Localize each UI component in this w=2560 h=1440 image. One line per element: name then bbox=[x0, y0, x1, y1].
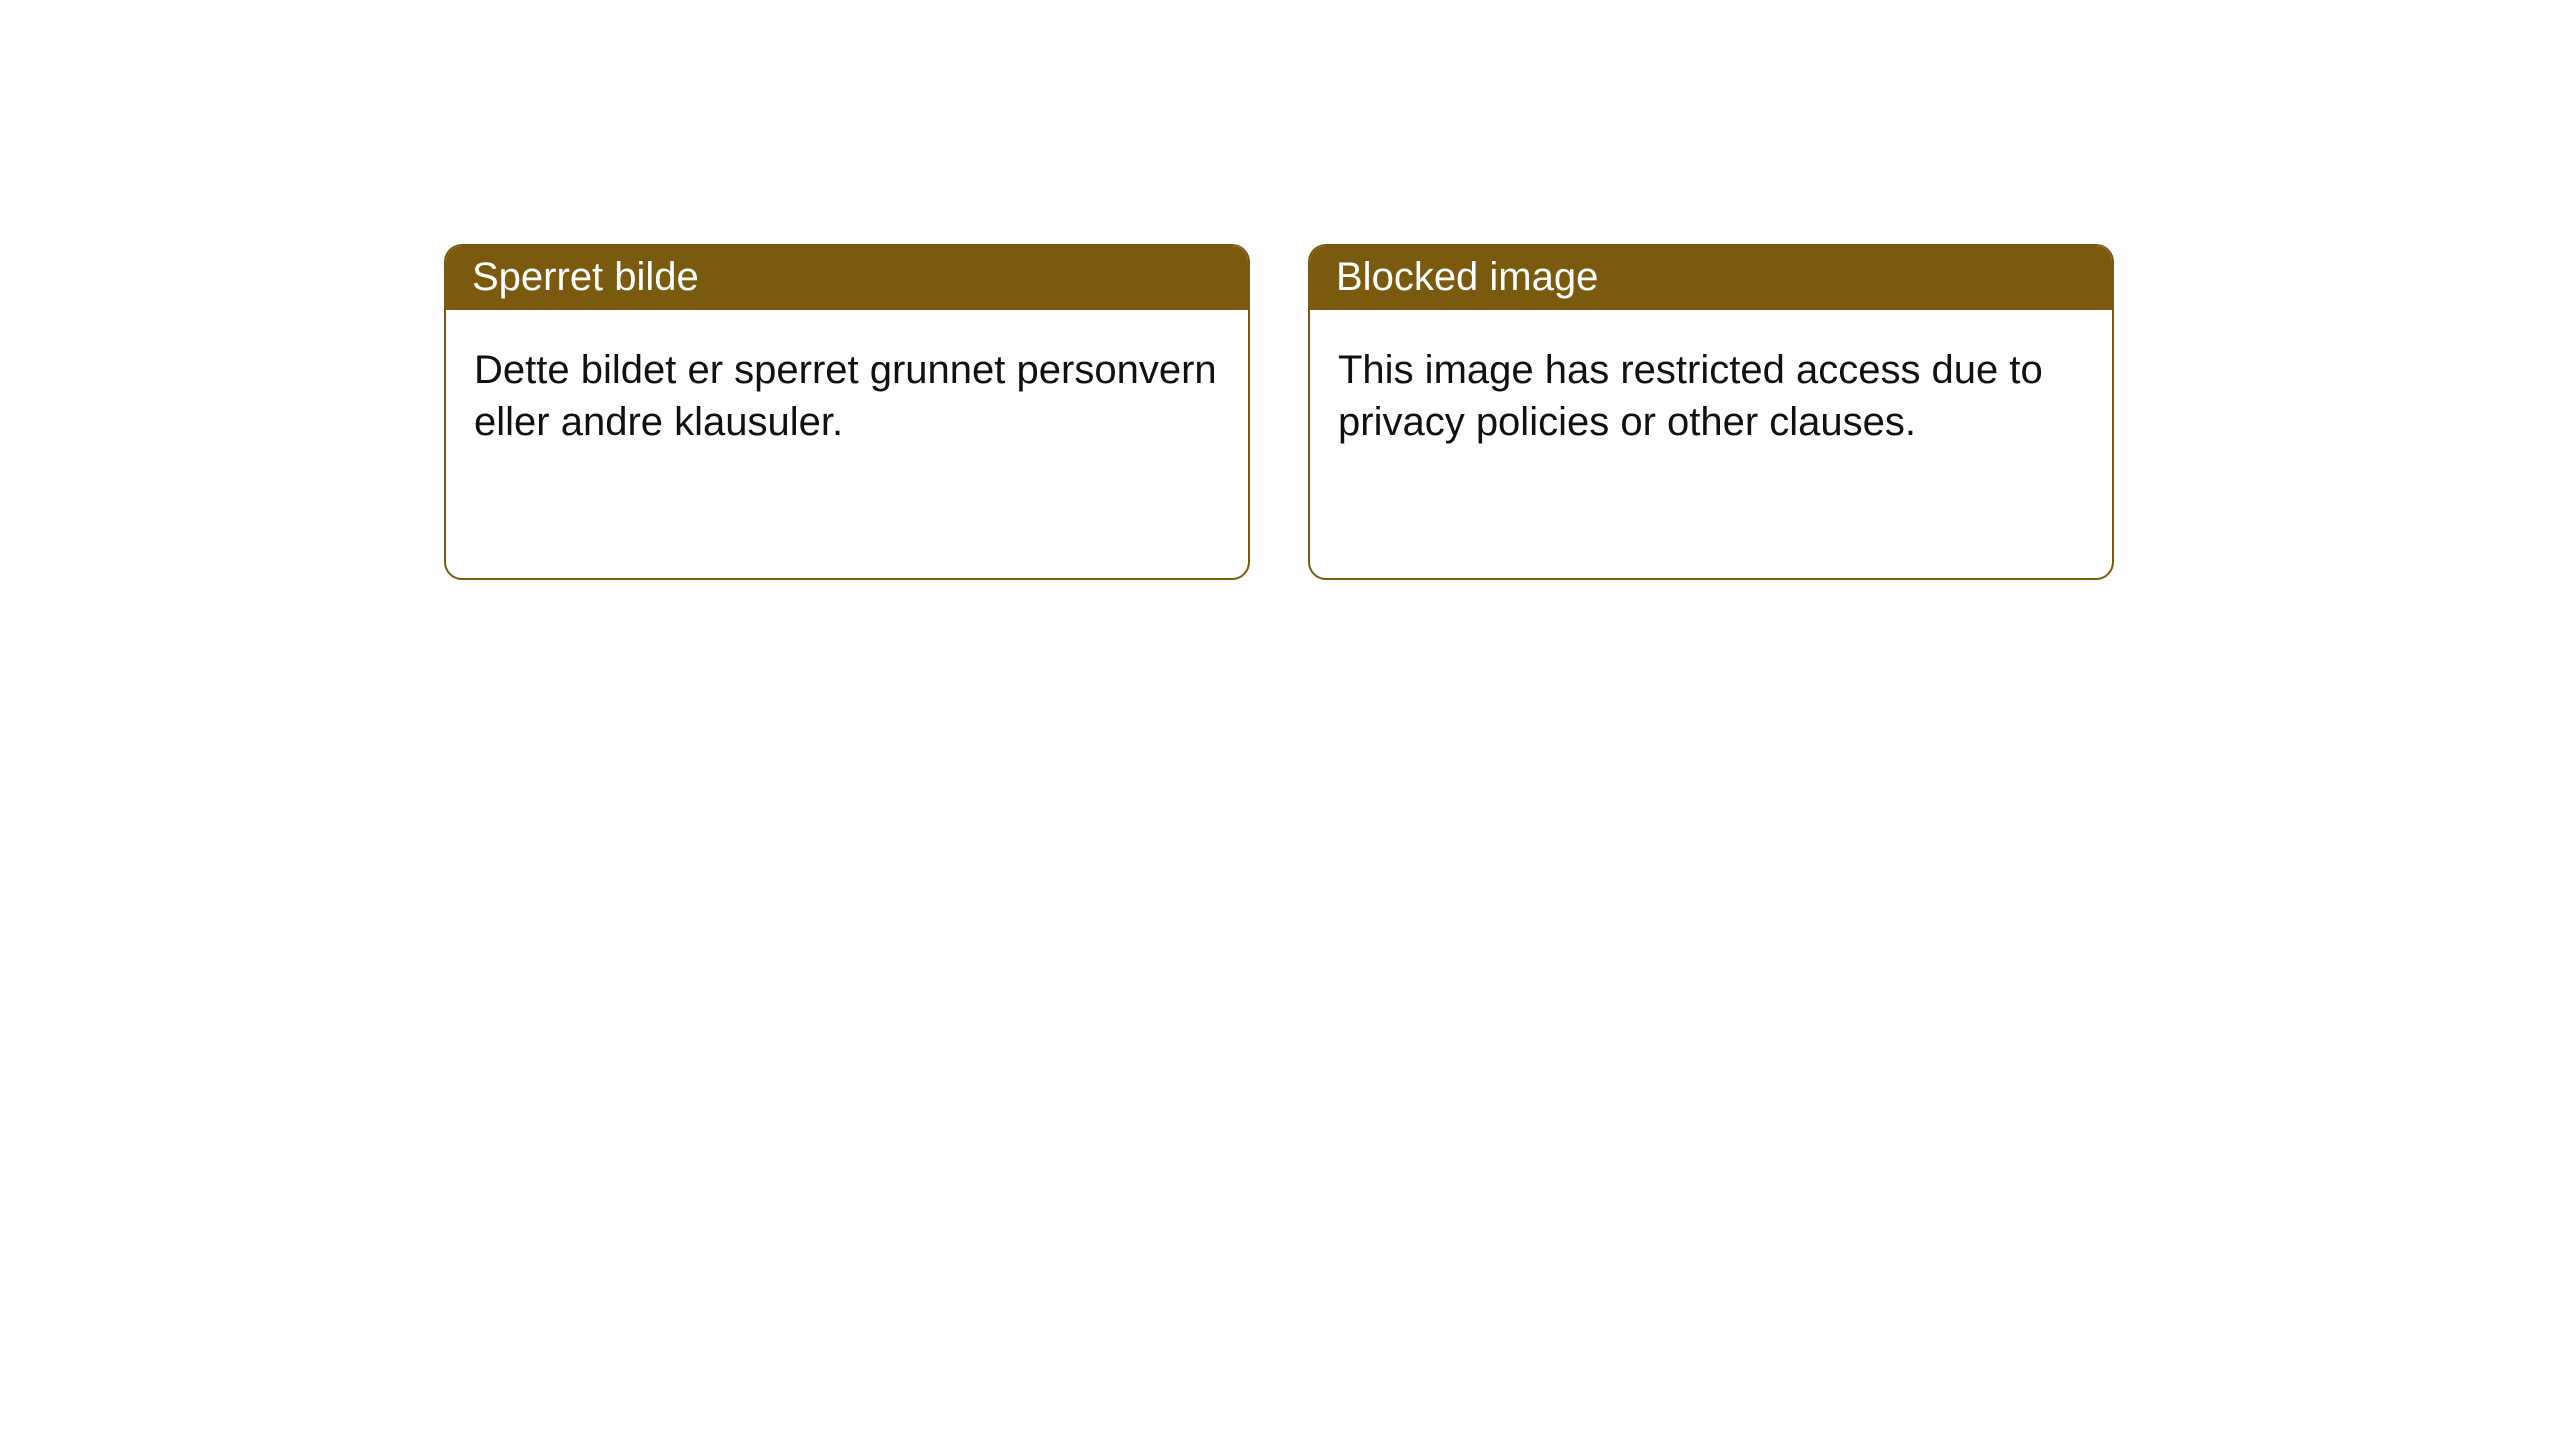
notice-container: Sperret bilde Dette bildet er sperret gr… bbox=[0, 0, 2560, 580]
notice-title-en: Blocked image bbox=[1310, 246, 2112, 310]
notice-panel-no: Sperret bilde Dette bildet er sperret gr… bbox=[444, 244, 1250, 580]
notice-panel-en: Blocked image This image has restricted … bbox=[1308, 244, 2114, 580]
notice-body-no: Dette bildet er sperret grunnet personve… bbox=[446, 310, 1248, 482]
notice-body-en: This image has restricted access due to … bbox=[1310, 310, 2112, 482]
notice-title-no: Sperret bilde bbox=[446, 246, 1248, 310]
